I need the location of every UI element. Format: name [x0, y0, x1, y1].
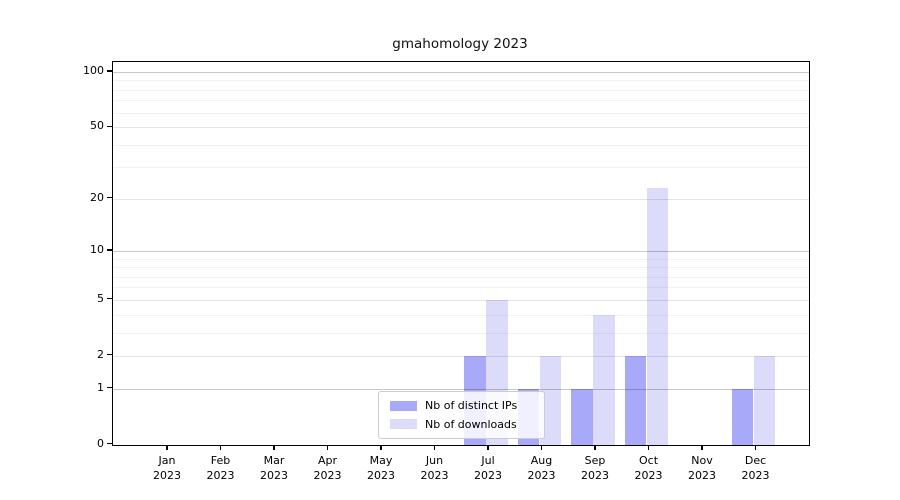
- x-tick-mark: [380, 445, 382, 450]
- bar-downloads: [753, 355, 775, 445]
- gridline-y-8: [113, 267, 809, 269]
- x-tick-label-sep: Sep 2023: [581, 454, 609, 482]
- x-tick-mark: [540, 445, 543, 450]
- chart-title: gmahomology 2023: [392, 36, 528, 52]
- gridline-y-5: [113, 299, 809, 301]
- x-tick-mark: [166, 445, 168, 450]
- legend-entry: Nb of downloads: [385, 418, 538, 431]
- x-tick-label-jan: Jan 2023: [153, 454, 181, 482]
- y-tick-label-50: 50: [90, 119, 104, 133]
- gridline-y-3: [113, 332, 809, 334]
- legend-label: Nb of distinct IPs: [425, 399, 518, 413]
- bar-distinct-ips: [731, 388, 753, 445]
- y-tick-label-2: 2: [97, 347, 104, 361]
- x-tick-label-nov: Nov 2023: [688, 454, 716, 482]
- legend-swatch-icon: [390, 400, 417, 411]
- gridline-y-80: [113, 89, 809, 91]
- x-tick-label-may: May 2023: [367, 454, 395, 482]
- gridline-y-6: [113, 287, 809, 289]
- x-tick-mark: [701, 445, 703, 450]
- gridline-y-9: [113, 258, 809, 260]
- y-tick-mark: [107, 70, 112, 72]
- y-tick-mark: [107, 387, 112, 389]
- gridline-y-100: [113, 72, 809, 73]
- gridline-y-30: [113, 167, 809, 169]
- legend-label: Nb of downloads: [425, 417, 517, 431]
- bar-distinct-ips: [571, 388, 593, 445]
- bar-distinct-ips: [624, 355, 646, 445]
- y-tick-mark: [107, 197, 112, 199]
- y-tick-mark: [107, 249, 112, 251]
- y-tick-label-100: 100: [83, 64, 104, 77]
- x-tick-mark: [754, 445, 757, 450]
- gridline-y-60: [113, 112, 809, 114]
- y-tick-label-1: 1: [97, 380, 104, 394]
- gridline-y-7: [113, 276, 809, 278]
- x-tick-mark: [433, 445, 436, 450]
- gridline-y-40: [113, 144, 809, 146]
- gridline-y-1: [113, 388, 809, 390]
- bar-downloads: [593, 314, 615, 445]
- legend: Nb of distinct IPs Nb of downloads: [378, 391, 545, 439]
- gridline-y-4: [113, 314, 809, 316]
- x-tick-mark: [647, 445, 650, 450]
- x-tick-label-oct: Oct 2023: [634, 454, 663, 482]
- y-tick-label-20: 20: [90, 190, 104, 204]
- x-tick-label-mar: Mar 2023: [260, 454, 288, 482]
- x-tick-mark: [487, 445, 489, 450]
- gridline-y-20: [113, 198, 809, 200]
- y-tick-label-0: 0: [97, 436, 104, 450]
- gridline-y-50: [113, 127, 809, 129]
- x-tick-label-apr: Apr 2023: [313, 454, 342, 482]
- x-tick-label-feb: Feb 2023: [206, 454, 235, 482]
- y-tick-label-10: 10: [90, 243, 104, 256]
- x-tick-label-aug: Aug 2023: [527, 454, 556, 482]
- x-tick-mark: [594, 445, 596, 450]
- x-tick-mark: [273, 445, 275, 450]
- x-tick-label-jul: Jul 2023: [474, 454, 502, 482]
- legend-entry: Nb of distinct IPs: [385, 399, 538, 412]
- gridline-y-70: [113, 100, 809, 102]
- y-tick-mark: [107, 354, 112, 356]
- y-tick-mark: [107, 125, 112, 127]
- bar-downloads: [646, 188, 668, 445]
- x-tick-mark: [219, 445, 222, 450]
- gridline-y-10: [113, 251, 809, 252]
- legend-swatch-icon: [390, 419, 417, 430]
- x-tick-mark: [326, 445, 329, 450]
- x-tick-label-dec: Dec 2023: [741, 454, 770, 482]
- y-tick-mark: [107, 442, 112, 445]
- gridline-y-90: [113, 80, 809, 82]
- gridline-y-2: [113, 355, 809, 357]
- x-tick-label-jun: Jun 2023: [420, 454, 449, 482]
- y-tick-label-5: 5: [97, 291, 104, 305]
- plot-area: [112, 61, 810, 446]
- y-tick-mark: [107, 298, 112, 300]
